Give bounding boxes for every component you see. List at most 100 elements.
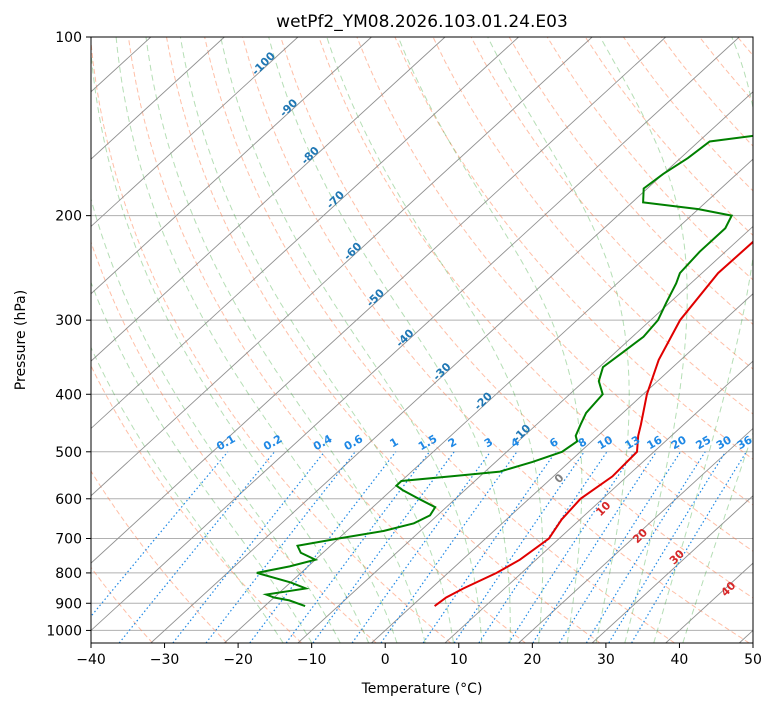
isotherm-line [150,91,753,643]
background-lines [0,37,753,643]
isotherm-label: -100 [249,49,278,78]
isotherm-label: -20 [472,389,495,412]
isotherm-label: -50 [364,286,387,309]
isotherm-line [297,225,753,643]
y-tick-label: 700 [55,532,82,548]
dry-adiabat-line [127,37,526,643]
mixing-ratio-line [585,451,706,643]
dry-adiabat-line [204,37,675,643]
x-tick-label: 20 [523,652,541,668]
mixing-ratio-line [91,451,229,618]
isotherm-label: -70 [324,188,347,211]
temperature-profile-line [434,240,753,607]
moist-adiabat-line [91,197,341,643]
isotherm-line [91,37,299,228]
mixing-ratio-label: 0.1 [214,432,237,453]
dry-adiabat-line [470,37,753,370]
mixing-ratio-line [351,451,491,643]
moist-adiabat-line [179,37,454,643]
moist-adiabat-line [115,37,398,643]
isotherm-line [591,495,753,643]
dewpoint-profile-line [256,134,753,608]
mixing-ratio-label: 30 [714,433,734,452]
y-tick-label: 500 [55,445,82,461]
moist-adiabat-label: 0 [552,471,567,486]
mixing-ratio-line [608,451,727,643]
isotherm-line [91,37,225,160]
mixing-ratio-label: 13 [623,433,643,452]
mixing-ratio-line [118,451,275,643]
mixing-ratio-label: 0.4 [311,432,335,453]
isotherm-line [0,37,77,643]
isotherm-line [738,629,753,643]
dry-adiabat-line [91,470,228,643]
chart-title: wetPf2_YM08.2026.103.01.24.E03 [276,12,568,32]
y-tick-label: 100 [55,30,82,46]
isotherm-line [444,360,753,643]
mixing-ratio-line [453,451,585,643]
y-tick-label: 400 [55,387,82,403]
y-tick-label: 300 [55,313,82,329]
moist-adiabat-line [682,431,753,643]
y-tick-label: 200 [55,209,82,225]
moist-adiabat-line [326,37,544,643]
y-tick-label: 800 [55,566,82,582]
x-axis-label: Temperature (°C) [361,681,483,697]
dry-adiabat-line [432,37,753,415]
moist-adiabat-line [487,37,630,643]
moist-adiabat-line [91,346,284,643]
moist-adiabat-line [599,37,688,643]
dry-adiabat-line [91,37,452,643]
x-tick-label: 40 [671,652,689,668]
x-tick-label: 10 [450,652,468,668]
mixing-ratio-line [478,451,608,643]
dry-adiabat-line [737,37,753,57]
mixing-ratio-label: 6 [547,435,560,450]
mixing-ratio-label: 8 [576,435,589,450]
mixing-ratio-line [631,451,747,643]
axes-ticks: −40 −30 −20 −10 0 10 20 30 40 5010020030040050060… [46,30,762,668]
moist-adiabat-line [145,37,426,643]
dry-adiabat-line [91,364,302,643]
y-tick-label: 600 [55,492,82,508]
mixing-ratio-line [312,451,455,643]
isotherm-label: -80 [299,144,322,167]
x-tick-label: −30 [150,652,180,668]
series-group [256,134,753,608]
isotherm-label: -30 [430,360,453,383]
y-tick-label: 1000 [46,623,82,639]
mixing-ratio-label: 2 [446,435,459,450]
mixing-ratio-line [558,451,682,643]
mixing-ratio-line [205,451,356,643]
moist-adiabat-line [220,37,483,643]
mixing-ratio-label: 3 [482,435,495,450]
moist-adiabat-line [268,37,511,643]
isotherm-line [91,37,446,362]
moist-adiabat-line [397,37,583,643]
isotherm-line [91,37,740,632]
isotherm-line [518,427,753,643]
plot-frame [90,36,754,644]
x-tick-label: 50 [744,652,762,668]
line-labels: -100-90-80-70-60-50-40-30-20-100.1 0.2 0.4… [214,49,754,599]
x-tick-label: −40 [76,652,106,668]
mixing-ratio-label: 0.2 [261,432,284,453]
isotherm-line [224,158,753,643]
x-tick-label: 30 [597,652,615,668]
isotherm-label: -90 [277,96,300,119]
mixing-ratio-label: 1.5 [416,432,439,453]
moist-adiabat-line [653,37,753,643]
dry-adiabat-line [356,37,753,506]
mixing-ratio-line [422,451,557,643]
moist-adiabat-label: 10 [593,499,613,519]
moist-adiabat-line [91,47,370,643]
isotherm-line [371,293,753,643]
isotherm-line [91,37,372,295]
isotherm-line [91,37,667,564]
mixing-ratio-line [532,451,657,643]
isotherm-line [91,37,519,430]
dry-adiabat-line [166,37,601,643]
mixing-ratio-line [249,451,397,643]
